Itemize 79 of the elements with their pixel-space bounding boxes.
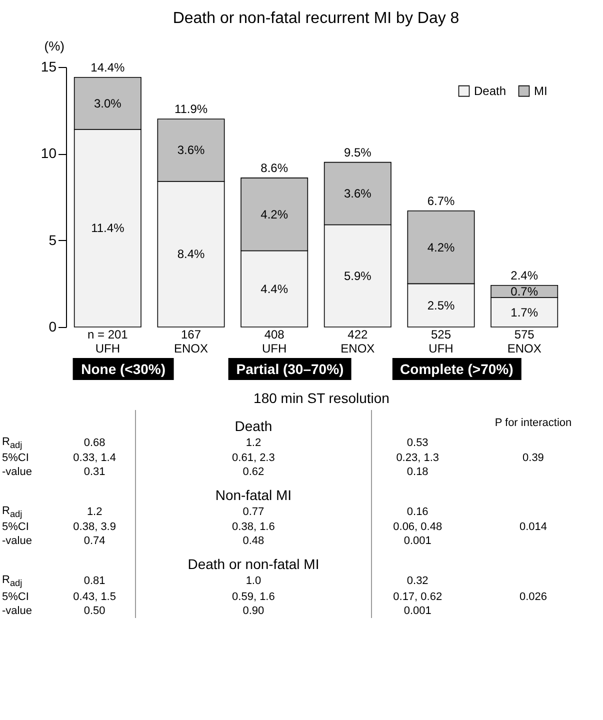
legend-label: Death	[474, 84, 506, 98]
y-tick-label: 15	[40, 58, 57, 74]
x-tick-label: n = 201 UFH	[87, 328, 128, 356]
text: 5%CI	[1, 451, 30, 466]
y-axis-title: (%)	[44, 38, 64, 54]
text: 0.43, 1.5	[72, 590, 117, 604]
total-label: 14.4%	[90, 60, 126, 74]
text: 1.2	[86, 505, 104, 520]
data-label: 3.6%	[344, 186, 372, 201]
x-axis-title: 180 min ST resolution	[252, 390, 390, 406]
text: 0.59, 1.6	[136, 590, 372, 604]
text: P for interaction	[494, 416, 573, 430]
text: 0.38, 1.6	[136, 520, 372, 534]
data-label: 4.2%	[260, 207, 288, 222]
data-label: 8.4%	[177, 247, 205, 262]
data-label: 4.4%	[260, 282, 288, 296]
total-label: 11.9%	[174, 102, 208, 116]
x-tick-label: 525 UFH	[428, 328, 454, 356]
total-label: 8.6%	[260, 160, 288, 175]
text: R$_{adj}$	[1, 435, 24, 452]
text: 0.39	[522, 451, 545, 466]
data-label: 4.2%	[427, 240, 455, 254]
text: 1.0	[136, 573, 372, 590]
legend-label: MI	[534, 84, 548, 98]
text: 0.48	[136, 534, 372, 548]
y-tick-label: 0	[48, 318, 57, 334]
text: R$_{adj}$	[1, 504, 24, 520]
text: 0.16	[406, 505, 430, 520]
text: 0.68	[82, 436, 106, 452]
chart-title: Death or non-fatal recurrent MI by Day 8	[172, 10, 460, 27]
x-tick-label: 422 ENOX	[340, 328, 375, 356]
text: Death or non-fatal MI	[136, 548, 372, 574]
text: 0.90	[136, 604, 372, 618]
y-tick-label: 5	[48, 232, 57, 248]
text: Death	[136, 410, 372, 435]
text: 0.74	[82, 534, 106, 548]
text: 0.31	[82, 465, 106, 480]
text: 0.38, 3.9	[72, 520, 117, 534]
text: None (<30%)	[73, 358, 174, 380]
text: Complete (>70%)	[392, 358, 522, 380]
text: 0.001	[402, 604, 432, 618]
data-label: 0.7%	[510, 284, 538, 298]
total-label: 6.7%	[427, 194, 455, 208]
text: 0.61, 2.3	[136, 451, 372, 466]
text: 0.50	[82, 604, 106, 618]
text: -value	[1, 534, 33, 548]
data-label: 3.6%	[177, 143, 205, 158]
data-label: 5.9%	[344, 268, 372, 283]
y-tick-label: 10	[40, 145, 57, 162]
x-tick-label: 575 ENOX	[507, 328, 542, 356]
data-label: 3.0%	[94, 96, 122, 110]
text: 0.06, 0.48	[392, 520, 444, 534]
text: 0.33, 1.4	[72, 451, 117, 466]
text: 0.17, 0.62	[392, 590, 444, 604]
text: R$_{adj}$	[1, 573, 24, 590]
data-label: 2.5%	[427, 298, 455, 312]
x-tick-label: 408 UFH	[262, 328, 287, 356]
text: 0.53	[406, 436, 430, 452]
text: 0.026	[518, 590, 548, 604]
x-tick-label: 167 ENOX	[174, 328, 208, 356]
text: 0.62	[136, 465, 372, 480]
data-label: 11.4%	[91, 221, 125, 236]
text: Non-fatal MI	[136, 479, 372, 504]
text: 0.18	[406, 465, 430, 480]
text: 5%CI	[1, 520, 30, 534]
text: -value	[1, 604, 33, 618]
text: 0.001	[402, 534, 432, 548]
total-label: 2.4%	[510, 268, 538, 282]
total-label: 9.5%	[344, 145, 372, 160]
text: 0.23, 1.3	[395, 451, 440, 466]
text: 0.81	[82, 574, 106, 590]
text: 0.014	[518, 520, 548, 534]
text: Partial (30–70%)	[228, 358, 352, 380]
data-label: 1.7%	[510, 305, 538, 320]
text: 0.77	[136, 504, 372, 520]
text: 5%CI	[1, 590, 30, 604]
text: 0.32	[406, 574, 430, 590]
text: 1.2	[136, 435, 372, 452]
text: -value	[1, 465, 33, 480]
